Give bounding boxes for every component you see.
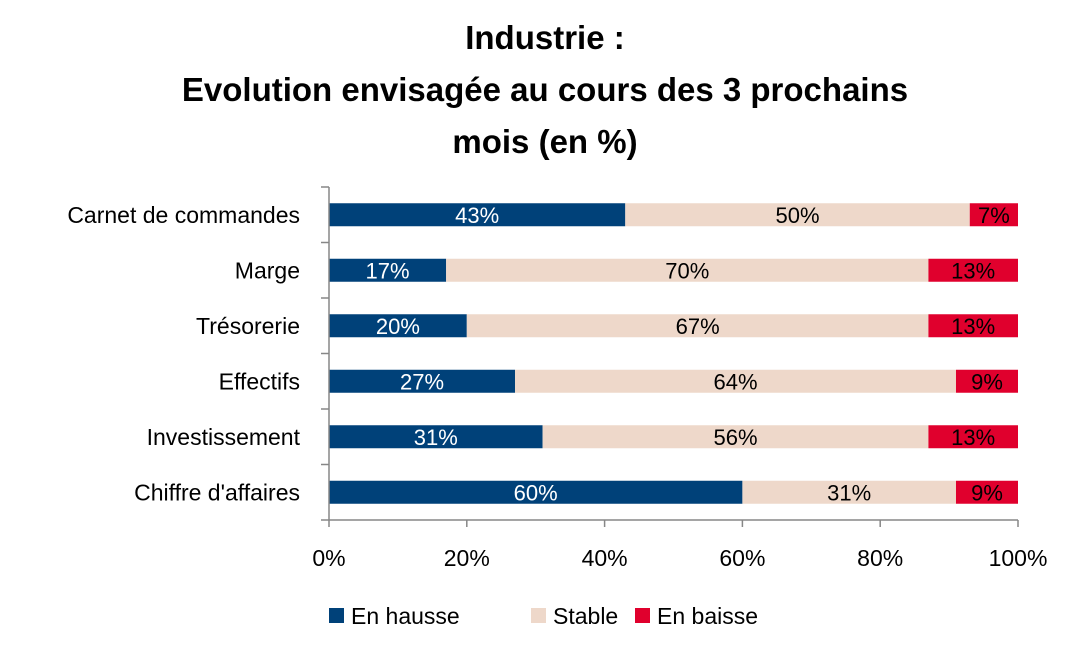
bar-segment — [542, 425, 929, 449]
chart-title: Industrie : Evolution envisagée au cours… — [140, 12, 950, 168]
category-label: Trésorerie — [196, 313, 300, 339]
category-label: Investissement — [147, 424, 301, 450]
bar-segment — [329, 480, 743, 504]
bar-segment — [928, 314, 1018, 338]
bar-segment — [515, 369, 956, 393]
bar-segment — [446, 258, 929, 282]
data-label: 60% — [514, 480, 558, 505]
data-label: 20% — [376, 314, 420, 339]
x-tick-label: 60% — [719, 545, 765, 571]
data-label: 67% — [676, 314, 720, 339]
data-label: 13% — [951, 425, 995, 450]
category-label: Effectifs — [219, 368, 300, 394]
bar-segment — [329, 203, 626, 227]
data-label: 13% — [951, 314, 995, 339]
x-tick-label: 80% — [857, 545, 903, 571]
bar-segment — [466, 314, 929, 338]
bar-segment — [329, 425, 543, 449]
bar-segment — [742, 480, 956, 504]
legend-label: Stable — [553, 603, 618, 629]
data-label: 56% — [713, 425, 757, 450]
legend-swatch — [329, 608, 344, 623]
legend-label: En baisse — [657, 603, 758, 629]
data-label: 27% — [400, 369, 444, 394]
category-label: Carnet de commandes — [67, 202, 300, 228]
bar-segment — [329, 314, 467, 338]
x-tick-label: 0% — [312, 545, 345, 571]
bar-segment — [928, 425, 1018, 449]
category-label: Marge — [235, 257, 300, 283]
data-label: 70% — [665, 258, 709, 283]
bar-segment — [955, 369, 1018, 393]
data-label: 64% — [713, 369, 757, 394]
chart-title-line-1: Industrie : — [465, 19, 625, 56]
data-label: 31% — [414, 425, 458, 450]
chart-title-line-3: mois (en %) — [452, 123, 638, 160]
data-label: 50% — [775, 203, 819, 228]
data-label: 7% — [978, 203, 1010, 228]
bar-segment — [329, 369, 516, 393]
x-tick-label: 20% — [444, 545, 490, 571]
bar-segment — [969, 203, 1018, 227]
chart-title-line-2: Evolution envisagée au cours des 3 proch… — [181, 71, 909, 108]
bar-segment — [928, 258, 1018, 282]
data-label: 9% — [971, 480, 1003, 505]
category-label: Chiffre d'affaires — [134, 479, 300, 505]
data-label: 17% — [366, 258, 410, 283]
legend-label: En hausse — [351, 603, 460, 629]
x-tick-label: 40% — [582, 545, 628, 571]
bar-segment — [625, 203, 970, 227]
legend-swatch — [531, 608, 546, 623]
legend-swatch — [635, 608, 650, 623]
bar-segment — [955, 480, 1018, 504]
data-label: 31% — [827, 480, 871, 505]
x-tick-label: 100% — [989, 545, 1048, 571]
data-label: 13% — [951, 258, 995, 283]
bar-segment — [329, 258, 447, 282]
data-label: 43% — [455, 203, 499, 228]
data-label: 9% — [971, 369, 1003, 394]
